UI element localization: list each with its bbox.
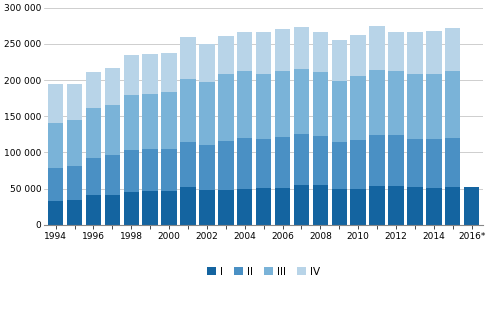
Bar	[86, 108, 101, 158]
Bar	[313, 32, 328, 72]
Bar	[180, 37, 196, 78]
Bar	[407, 187, 423, 225]
Bar	[351, 76, 366, 140]
Bar	[388, 186, 404, 225]
Bar	[218, 190, 234, 225]
Bar	[237, 189, 252, 225]
Bar	[331, 189, 347, 225]
Bar	[426, 188, 441, 225]
Bar	[294, 134, 309, 185]
Bar	[86, 158, 101, 195]
Bar	[407, 139, 423, 187]
Bar	[48, 201, 63, 225]
Bar	[256, 73, 272, 139]
Bar	[351, 189, 366, 225]
Bar	[445, 138, 461, 187]
Bar	[331, 81, 347, 142]
Bar	[86, 195, 101, 225]
Bar	[162, 149, 177, 191]
Bar	[426, 31, 441, 73]
Bar	[180, 187, 196, 225]
Bar	[256, 139, 272, 188]
Bar	[313, 72, 328, 136]
Bar	[275, 30, 290, 71]
Bar	[142, 149, 158, 191]
Bar	[67, 84, 82, 120]
Bar	[142, 94, 158, 149]
Bar	[445, 71, 461, 138]
Bar	[237, 138, 252, 189]
Bar	[105, 195, 120, 225]
Bar	[294, 69, 309, 134]
Bar	[369, 186, 385, 225]
Bar	[275, 137, 290, 188]
Bar	[407, 32, 423, 73]
Bar	[275, 71, 290, 137]
Bar	[331, 142, 347, 189]
Bar	[48, 168, 63, 201]
Bar	[124, 192, 139, 225]
Bar	[86, 72, 101, 108]
Bar	[464, 187, 479, 225]
Bar	[162, 92, 177, 149]
Bar	[162, 52, 177, 92]
Bar	[351, 35, 366, 76]
Bar	[388, 135, 404, 186]
Bar	[142, 54, 158, 94]
Bar	[294, 27, 309, 69]
Bar	[124, 95, 139, 150]
Bar	[313, 136, 328, 185]
Bar	[351, 140, 366, 189]
Bar	[199, 190, 215, 225]
Bar	[67, 165, 82, 200]
Bar	[199, 82, 215, 144]
Bar	[48, 123, 63, 168]
Bar	[445, 28, 461, 71]
Bar	[67, 120, 82, 165]
Bar	[331, 40, 347, 81]
Bar	[275, 188, 290, 225]
Bar	[426, 73, 441, 139]
Bar	[369, 70, 385, 135]
Bar	[124, 150, 139, 192]
Bar	[369, 135, 385, 186]
Bar	[256, 32, 272, 73]
Bar	[388, 71, 404, 135]
Bar	[388, 32, 404, 71]
Bar	[218, 73, 234, 141]
Bar	[256, 188, 272, 225]
Bar	[142, 191, 158, 225]
Bar	[218, 141, 234, 190]
Bar	[199, 144, 215, 190]
Bar	[199, 44, 215, 82]
Bar	[369, 26, 385, 70]
Bar	[294, 185, 309, 225]
Bar	[105, 105, 120, 155]
Bar	[180, 142, 196, 187]
Bar	[105, 155, 120, 195]
Bar	[67, 200, 82, 225]
Bar	[237, 32, 252, 71]
Bar	[124, 56, 139, 95]
Bar	[218, 36, 234, 73]
Legend: I, II, III, IV: I, II, III, IV	[203, 263, 325, 281]
Bar	[407, 73, 423, 139]
Bar	[105, 68, 120, 105]
Bar	[162, 191, 177, 225]
Bar	[48, 84, 63, 123]
Bar	[426, 139, 441, 188]
Bar	[237, 71, 252, 138]
Bar	[445, 187, 461, 225]
Bar	[180, 78, 196, 142]
Bar	[313, 185, 328, 225]
